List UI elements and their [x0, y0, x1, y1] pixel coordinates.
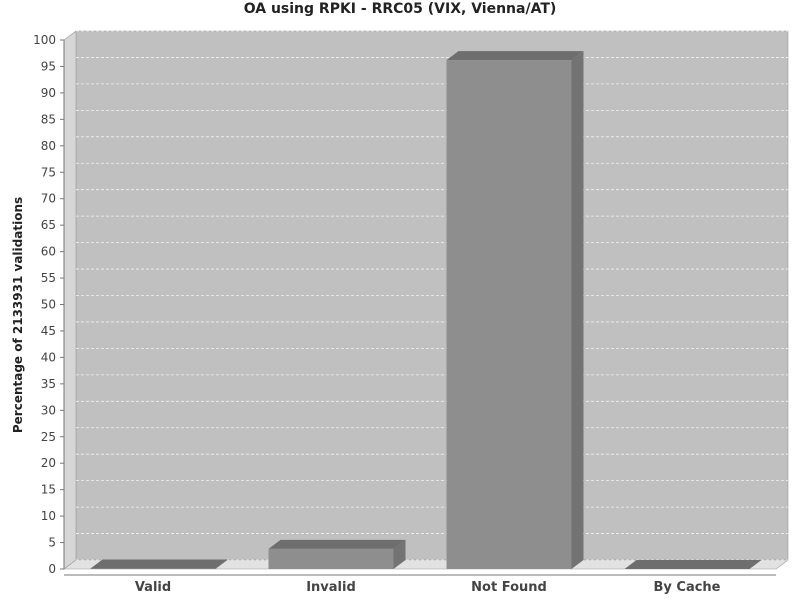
- y-tick-label: 90: [41, 86, 56, 100]
- bar-front: [90, 568, 216, 569]
- y-tick-label: 95: [41, 59, 56, 73]
- bar-side: [393, 539, 406, 569]
- bar: [90, 559, 228, 569]
- bar-side: [571, 51, 584, 570]
- y-tick-label: 25: [41, 430, 56, 444]
- y-tick-label: 100: [33, 33, 56, 47]
- y-tick-label: 0: [48, 562, 56, 576]
- y-tick-label: 70: [41, 192, 56, 206]
- bar-top: [446, 51, 584, 61]
- bar: [268, 539, 406, 569]
- bar: [624, 560, 762, 569]
- y-tick-label: 15: [41, 483, 56, 497]
- x-tick-label: Invalid: [306, 580, 356, 595]
- y-tick-label: 35: [41, 377, 56, 391]
- plot-background: [63, 30, 789, 570]
- y-tick-label: 45: [41, 324, 56, 338]
- y-tick-label: 60: [41, 245, 56, 259]
- y-tick-label: 75: [41, 165, 56, 179]
- x-tick-label: Valid: [135, 580, 171, 595]
- y-tick-label: 5: [48, 536, 56, 550]
- bar-front: [446, 60, 572, 570]
- y-tick-label: 65: [41, 218, 56, 232]
- axes: 0 5 10 15 20 25 30 35 40 45 50 55 60 65 70 75 80 85 90 95 10…: [33, 33, 776, 595]
- chart-title: OA using RPKI - RRC05 (VIX, Vienna/AT): [243, 1, 557, 17]
- y-tick-label: 50: [41, 298, 56, 312]
- bars: [90, 51, 762, 570]
- y-tick-label: 10: [41, 509, 56, 523]
- y-tick-label: 80: [41, 139, 56, 153]
- x-tick-label: Not Found: [471, 580, 547, 595]
- bar-top: [268, 539, 406, 549]
- y-axis-title: Percentage of 2133931 validations: [11, 197, 25, 433]
- y-tick-label: 55: [41, 271, 56, 285]
- bar-side: [215, 559, 228, 569]
- y-tick-label: 30: [41, 403, 56, 417]
- bar-top: [90, 559, 228, 569]
- bar: [446, 51, 584, 570]
- bar-front: [268, 548, 394, 569]
- y-tick-label: 85: [41, 112, 56, 126]
- gridlines: [76, 30, 788, 561]
- y-tick-label: 40: [41, 350, 56, 364]
- x-tick-label: By Cache: [654, 580, 721, 595]
- bar-top: [624, 560, 762, 569]
- y-tick-label: 20: [41, 456, 56, 470]
- plot-side-wall: [63, 30, 77, 570]
